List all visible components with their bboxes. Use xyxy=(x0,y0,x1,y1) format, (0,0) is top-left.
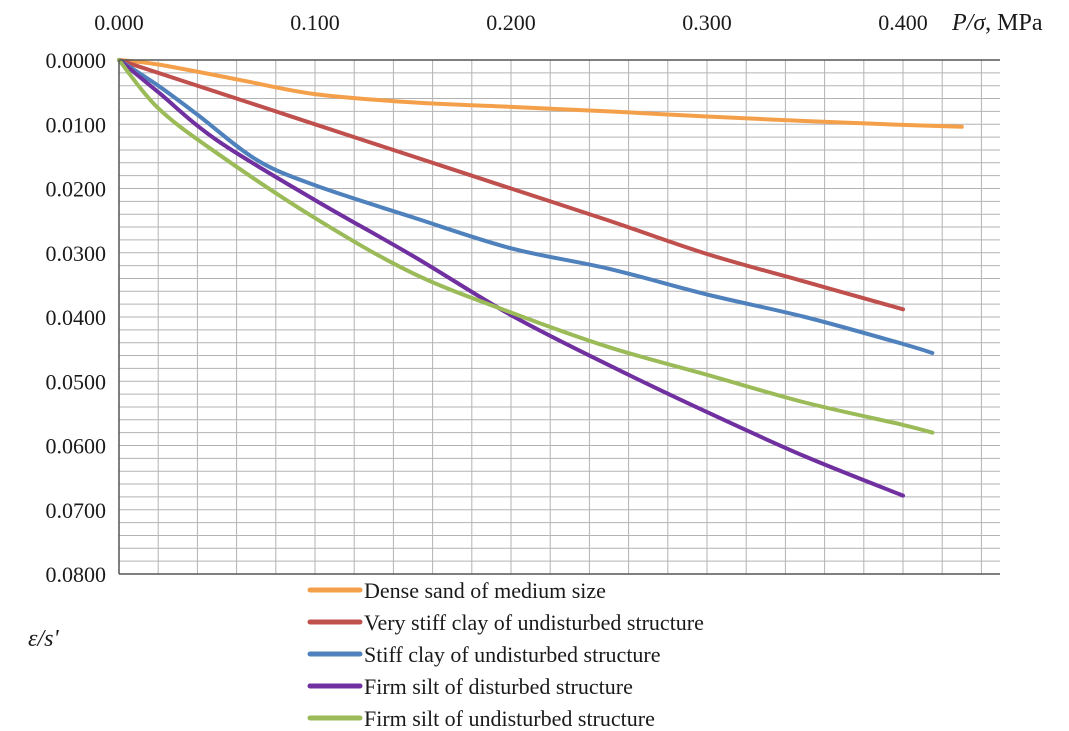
y-tick-label: 0.0000 xyxy=(46,48,107,73)
series-line-stiff-clay-of-undisturbed-structure xyxy=(117,58,935,355)
legend-label: Stiff clay of undisturbed structure xyxy=(364,642,661,667)
series-line-firm-silt-of-disturbed-structure xyxy=(117,58,905,498)
x-tick-labels: 0.000 0.100 0.200 0.300 0.400 xyxy=(94,10,928,35)
y-tick-label: 0.0400 xyxy=(46,305,107,330)
series-lines xyxy=(117,58,964,498)
legend: Dense sand of medium size Very stiff clay… xyxy=(307,578,704,731)
y-tick-labels: 0.0000 0.0100 0.0200 0.0300 0.0400 0.0500 0.06… xyxy=(46,48,107,587)
legend-label: Firm silt of undisturbed structure xyxy=(364,706,655,731)
x-tick-label: 0.200 xyxy=(486,10,536,35)
legend-label: Dense sand of medium size xyxy=(364,578,606,603)
y-tick-label: 0.0100 xyxy=(46,112,107,137)
series-line-very-stiff-clay-of-undisturbed-structure xyxy=(117,58,905,312)
series-line-firm-silt-of-undisturbed-structure xyxy=(117,58,935,435)
y-tick-label: 0.0700 xyxy=(46,498,107,523)
y-tick-label: 0.0500 xyxy=(46,369,107,394)
y-axis-title: ε/s' xyxy=(28,626,59,652)
x-tick-label: 0.300 xyxy=(682,10,732,35)
x-tick-label: 0.000 xyxy=(94,10,144,35)
x-tick-label: 0.100 xyxy=(290,10,340,35)
y-tick-label: 0.0600 xyxy=(46,434,107,459)
x-tick-label: 0.400 xyxy=(878,10,928,35)
legend-label: Very stiff clay of undisturbed structure xyxy=(364,610,704,635)
y-tick-label: 0.0300 xyxy=(46,241,107,266)
grid xyxy=(118,59,1000,575)
series-line-dense-sand-of-medium-size xyxy=(117,58,964,129)
x-axis-title: P/σ, MPa xyxy=(951,10,1043,36)
axes xyxy=(118,59,1000,575)
legend-label: Firm silt of disturbed structure xyxy=(364,674,633,699)
y-tick-label: 0.0200 xyxy=(46,177,107,202)
y-tick-label: 0.0800 xyxy=(46,562,107,587)
